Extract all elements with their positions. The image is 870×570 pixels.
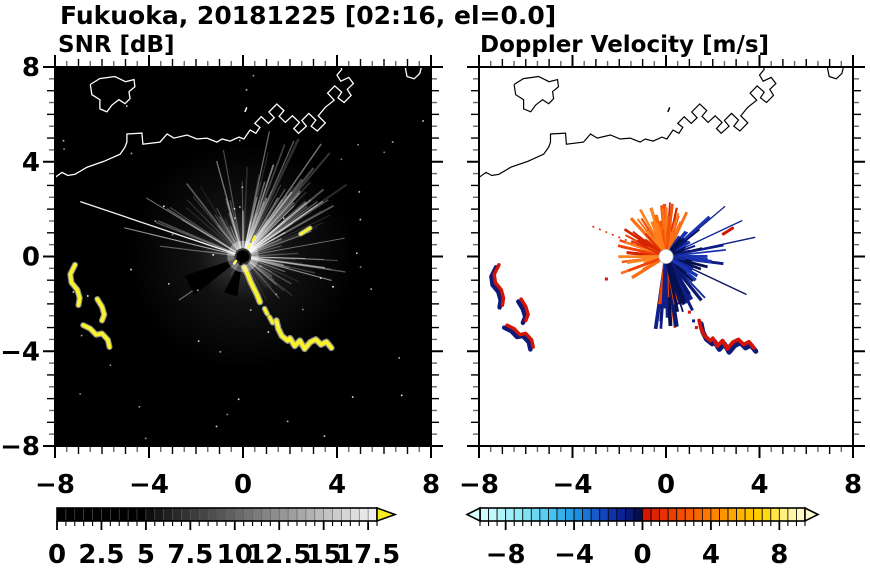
snr-plot-area bbox=[55, 67, 431, 446]
snr-noise-speckles bbox=[62, 74, 424, 440]
x-tick-label: 8 bbox=[422, 470, 440, 500]
snr-colorbar-label: 5 bbox=[137, 540, 155, 570]
x-tick-label: 0 bbox=[657, 470, 675, 500]
snr-colorbar-label: 10 bbox=[217, 540, 253, 570]
x-tick-label: −8 bbox=[459, 470, 499, 500]
y-tick-label: −8 bbox=[0, 432, 40, 462]
y-tick-label: 4 bbox=[22, 148, 40, 178]
velocity-colorbar-max-arrow bbox=[804, 506, 820, 523]
velocity-plot-area bbox=[479, 67, 853, 446]
velocity-axes: −8 −4 0 4 8 bbox=[459, 55, 865, 500]
coastline-right bbox=[479, 67, 845, 179]
y-tick-label: 0 bbox=[22, 243, 40, 273]
velocity-colorbar-min-arrow bbox=[465, 506, 481, 523]
velocity-colorbar-label: 8 bbox=[770, 540, 788, 570]
snr-colorbar-label: 2.5 bbox=[78, 540, 124, 570]
y-tick-label: 8 bbox=[22, 53, 40, 83]
snr-panel-title: SNR [dB] bbox=[58, 32, 175, 58]
figure-title: Fukuoka, 20181225 [02:16, el=0.0] bbox=[60, 1, 557, 30]
coastline-left bbox=[55, 67, 423, 179]
velocity-panel-title: Doppler Velocity [m/s] bbox=[480, 32, 770, 58]
velocity-colorbar-label: −4 bbox=[554, 540, 594, 570]
snr-colorbar-label: 12.5 bbox=[247, 540, 311, 570]
x-tick-label: 8 bbox=[844, 470, 862, 500]
velocity-beams bbox=[587, 202, 756, 330]
x-tick-label: −4 bbox=[553, 470, 593, 500]
x-tick-label: 0 bbox=[234, 470, 252, 500]
velocity-colorbar-label: 0 bbox=[633, 540, 651, 570]
velocity-colorbar-label: 4 bbox=[702, 540, 720, 570]
x-tick-label: 4 bbox=[750, 470, 768, 500]
x-tick-label: 4 bbox=[328, 470, 346, 500]
snr-colorbar-label: 7.5 bbox=[167, 540, 213, 570]
snr-colorbar-label: 0 bbox=[48, 540, 66, 570]
snr-axes: −8 −4 0 4 8 8 4 0 −4 −8 bbox=[0, 53, 443, 500]
snr-colorbar-label: 17.5 bbox=[336, 540, 400, 570]
y-tick-label: −4 bbox=[0, 337, 40, 367]
velocity-targets bbox=[489, 226, 759, 355]
snr-colorbar-overflow-arrow bbox=[376, 506, 398, 523]
x-tick-label: −8 bbox=[35, 470, 75, 500]
snr-colorbar-label: 15 bbox=[306, 540, 342, 570]
snr-targets bbox=[67, 225, 335, 353]
velocity-colorbar-label: −8 bbox=[486, 540, 526, 570]
velocity-colorbar: −8 −4 0 4 8 bbox=[465, 506, 820, 570]
x-tick-label: −4 bbox=[129, 470, 169, 500]
